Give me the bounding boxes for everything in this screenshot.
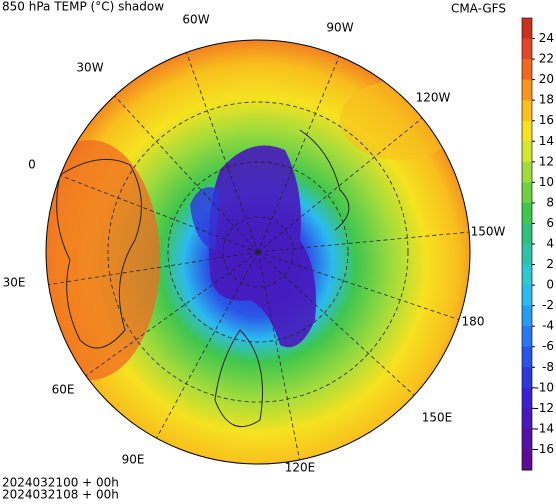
longitude-label: 90W (326, 21, 353, 35)
longitude-label: 0 (28, 158, 36, 172)
longitude-label: 120E (285, 461, 316, 475)
colorbar-tick-label: 12 (539, 154, 554, 168)
colorbar-segment (522, 18, 532, 40)
colorbar-segment (522, 79, 532, 101)
colorbar-segment (522, 305, 532, 327)
longitude-labels: 60W 90W 30W 120W 0 150W 30E 180 60E 150E 90E 120E (3, 13, 506, 475)
colorbar-segment (522, 244, 532, 266)
longitude-label: 60E (52, 383, 75, 397)
colorbar-segment (522, 182, 532, 204)
colorbar-segment (522, 387, 532, 409)
colorbar-segment (522, 264, 532, 286)
colorbar-tick-label: 4 (546, 237, 554, 251)
colorbar-tick-label: -10 (534, 380, 554, 394)
longitude-label: 180 (462, 315, 485, 329)
source-label: CMA-GFS (451, 2, 506, 16)
colorbar-tick-label: 20 (539, 72, 554, 86)
colorbar-tick-label: -4 (542, 319, 554, 333)
longitude-label: 150W (471, 225, 506, 239)
colorbar-tick-label: -12 (534, 401, 554, 415)
longitude-label: 30W (76, 61, 103, 75)
colorbar: 242220181614121086420-2-4-6-8-10-12-14-1… (521, 17, 554, 471)
colorbar-segment (522, 428, 532, 450)
map-disc (46, 40, 470, 464)
colorbar-segment (522, 38, 532, 60)
colorbar-tick-label: -6 (542, 339, 554, 353)
colorbar-tick-label: 0 (546, 278, 554, 292)
colorbar-tick-label: 14 (539, 134, 554, 148)
date-line: 2024032100 + 00h (2, 476, 119, 490)
colorbar-segment (522, 367, 532, 389)
colorbar-tick-label: -16 (534, 442, 554, 456)
colorbar-segment (522, 120, 532, 142)
colorbar-tick-label: 8 (546, 195, 554, 209)
colorbar-segment (522, 326, 532, 348)
longitude-label: 120W (416, 91, 451, 105)
colorbar-segment (522, 161, 532, 183)
colorbar-segment (522, 59, 532, 81)
colorbar-tick-label: 16 (539, 113, 554, 127)
colorbar-segment (522, 100, 532, 122)
longitude-label: 30E (3, 276, 26, 290)
colorbar-tick-label: 10 (539, 175, 554, 189)
colorbar-tick-label: -2 (542, 298, 554, 312)
colorbar-tick-label: 6 (546, 216, 554, 230)
colorbar-segment (522, 346, 532, 368)
colorbar-tick-label: -14 (534, 421, 554, 435)
colorbar-segment (522, 285, 532, 307)
colorbar-tick-label: 22 (539, 52, 554, 66)
colorbar-segment (522, 141, 532, 163)
colorbar-tick-label: 18 (539, 93, 554, 107)
longitude-label: 150E (422, 411, 453, 425)
title: 850 hPa TEMP (°C) shadow (2, 0, 164, 14)
map-border (45, 39, 471, 465)
colorbar-tick-label: 24 (539, 31, 554, 45)
date-line: 2024032108 + 00h (2, 488, 119, 501)
colorbar-tick-label: -8 (542, 360, 554, 374)
colorbar-tick-label: 2 (546, 257, 554, 271)
colorbar-segment (522, 408, 532, 430)
colorbar-segment (522, 223, 532, 245)
colorbar-segment (522, 449, 532, 471)
colorbar-segment (522, 202, 532, 224)
longitude-label: 60W (182, 13, 209, 27)
longitude-label: 90E (122, 453, 145, 467)
